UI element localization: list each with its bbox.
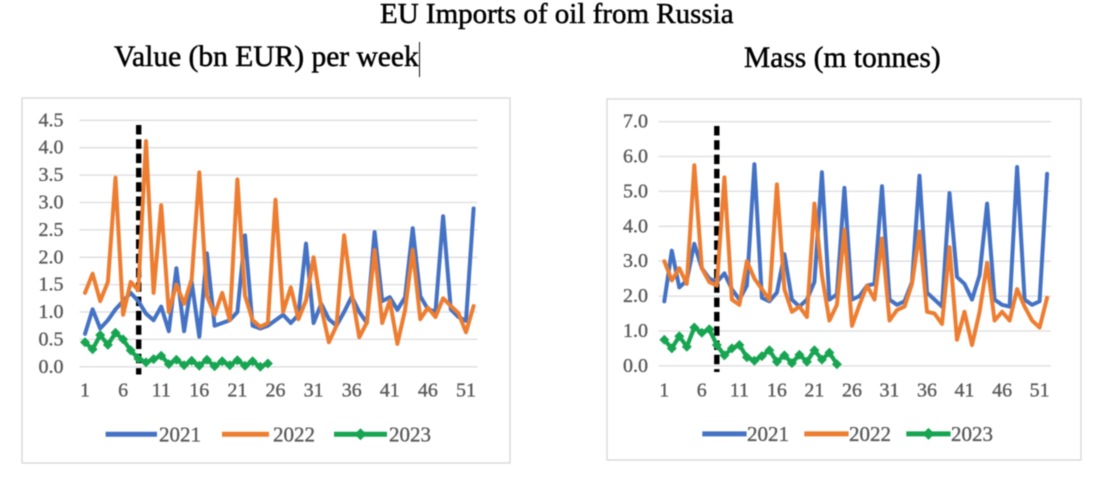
svg-text:51: 51 <box>1030 380 1050 402</box>
svg-text:31: 31 <box>304 380 324 402</box>
svg-text:21: 21 <box>804 380 824 402</box>
svg-text:2021: 2021 <box>159 422 201 446</box>
svg-text:46: 46 <box>418 380 438 402</box>
svg-text:2023: 2023 <box>389 422 431 446</box>
svg-text:41: 41 <box>955 380 975 402</box>
svg-text:21: 21 <box>227 380 247 402</box>
svg-text:31: 31 <box>880 380 900 402</box>
svg-text:51: 51 <box>456 380 476 402</box>
svg-text:26: 26 <box>842 380 862 402</box>
svg-text:5.0: 5.0 <box>623 180 648 202</box>
svg-text:4.0: 4.0 <box>39 137 64 159</box>
svg-text:1.5: 1.5 <box>39 274 64 296</box>
svg-text:6: 6 <box>697 380 707 402</box>
svg-text:2.0: 2.0 <box>39 246 64 268</box>
svg-text:16: 16 <box>189 380 209 402</box>
svg-text:4.0: 4.0 <box>623 215 648 237</box>
svg-text:0.0: 0.0 <box>39 356 64 378</box>
svg-text:6.0: 6.0 <box>623 146 648 168</box>
svg-text:2.5: 2.5 <box>39 219 64 241</box>
svg-text:26: 26 <box>266 380 286 402</box>
svg-text:1.0: 1.0 <box>39 301 64 323</box>
svg-text:1.0: 1.0 <box>623 320 648 342</box>
svg-text:7.0: 7.0 <box>623 111 648 133</box>
svg-text:36: 36 <box>917 380 937 402</box>
svg-text:11: 11 <box>152 380 171 402</box>
svg-text:16: 16 <box>767 380 787 402</box>
svg-text:41: 41 <box>380 380 400 402</box>
svg-text:3.0: 3.0 <box>623 250 648 272</box>
svg-text:11: 11 <box>730 380 749 402</box>
svg-text:2023: 2023 <box>951 422 993 446</box>
svg-text:4.5: 4.5 <box>39 109 64 131</box>
svg-text:1: 1 <box>80 380 90 402</box>
svg-text:2022: 2022 <box>849 422 891 446</box>
svg-text:36: 36 <box>342 380 362 402</box>
svg-text:3.5: 3.5 <box>39 164 64 186</box>
svg-text:2022: 2022 <box>273 422 315 446</box>
svg-text:46: 46 <box>992 380 1012 402</box>
svg-text:6: 6 <box>118 380 128 402</box>
svg-text:0.5: 0.5 <box>39 328 64 350</box>
svg-text:2.0: 2.0 <box>623 285 648 307</box>
svg-text:2021: 2021 <box>747 422 789 446</box>
svg-text:0.0: 0.0 <box>623 355 648 377</box>
svg-text:3.0: 3.0 <box>39 192 64 214</box>
svg-text:1: 1 <box>659 380 669 402</box>
